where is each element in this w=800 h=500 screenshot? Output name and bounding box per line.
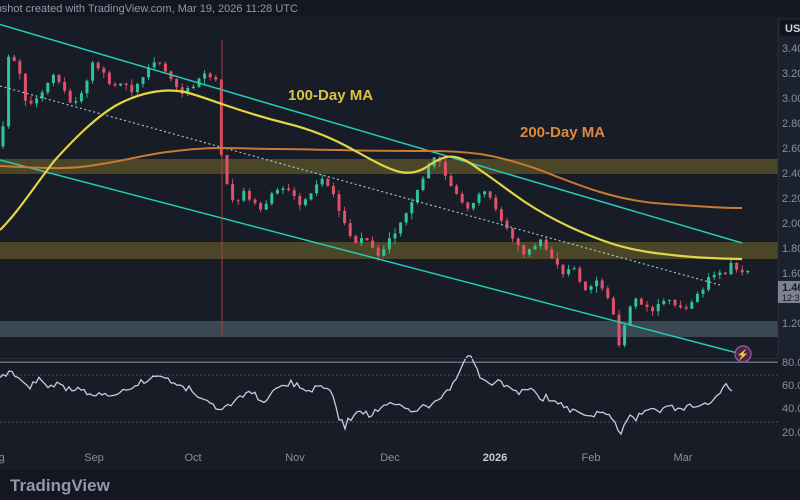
svg-text:2.00: 2.00	[782, 218, 800, 230]
svg-text:1.80: 1.80	[782, 243, 800, 255]
svg-text:Chart snapshot created with Tr: Chart snapshot created with TradingView.…	[0, 3, 298, 15]
svg-text:12:3: 12:3	[782, 293, 800, 303]
svg-text:Oct: Oct	[184, 452, 201, 464]
svg-text:Feb: Feb	[582, 452, 601, 464]
svg-text:Aug: Aug	[0, 452, 5, 464]
svg-text:Sep: Sep	[84, 452, 104, 464]
svg-text:60.0: 60.0	[782, 380, 800, 392]
svg-text:3.20: 3.20	[782, 68, 800, 80]
svg-text:2.20: 2.20	[782, 193, 800, 205]
svg-text:40.0: 40.0	[782, 403, 800, 415]
svg-text:USD: USD	[785, 23, 800, 35]
svg-text:80.0: 80.0	[782, 357, 800, 369]
svg-text:1.60: 1.60	[782, 268, 800, 280]
svg-text:200-Day MA: 200-Day MA	[520, 124, 605, 141]
svg-text:Dec: Dec	[380, 452, 400, 464]
svg-text:20.0: 20.0	[782, 427, 800, 439]
svg-text:2.80: 2.80	[782, 118, 800, 130]
svg-text:Mar: Mar	[674, 452, 693, 464]
svg-text:100-Day MA: 100-Day MA	[288, 87, 373, 104]
svg-text:3.00: 3.00	[782, 93, 800, 105]
svg-text:2.60: 2.60	[782, 143, 800, 155]
svg-text:3.40: 3.40	[782, 43, 800, 55]
svg-text:2.40: 2.40	[782, 168, 800, 180]
svg-text:⚡: ⚡	[737, 348, 749, 361]
svg-text:2026: 2026	[483, 452, 507, 464]
svg-text:Nov: Nov	[285, 452, 305, 464]
svg-text:1.20: 1.20	[782, 318, 800, 330]
